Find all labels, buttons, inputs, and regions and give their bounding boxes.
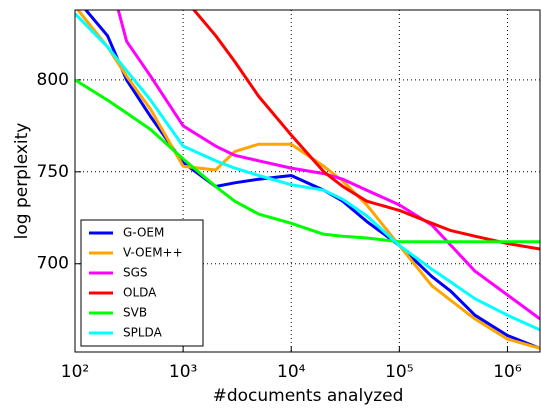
legend-label: SVB bbox=[123, 306, 147, 320]
plot-frame bbox=[74, 9, 541, 353]
legend-label: G-OEM bbox=[123, 226, 164, 240]
y-tick-label: 700 bbox=[37, 254, 69, 274]
series-line bbox=[192, 10, 540, 251]
series-line bbox=[75, 78, 540, 244]
x-tick-label: 10⁵ bbox=[385, 362, 413, 382]
series-line bbox=[83, 10, 540, 350]
x-tick-label: 10⁴ bbox=[277, 362, 306, 382]
x-tick-label: 10³ bbox=[169, 362, 197, 382]
x-axis-label: #documents analyzed bbox=[213, 386, 404, 406]
y-tick-label: 750 bbox=[37, 162, 69, 182]
legend-label: SGS bbox=[123, 266, 148, 280]
y-tick-label: 800 bbox=[37, 70, 69, 90]
legend-label: V-OEM++ bbox=[123, 246, 183, 260]
plot-lines bbox=[75, 10, 540, 350]
x-tick-label: 10⁶ bbox=[493, 362, 522, 382]
legend-box bbox=[80, 219, 204, 347]
series-line bbox=[75, 12, 540, 332]
legend-label: SPLDA bbox=[123, 326, 163, 340]
x-tick-label: 10² bbox=[61, 362, 89, 382]
y-axis-label: log perplexity bbox=[12, 123, 32, 240]
legend-label: OLDA bbox=[123, 286, 157, 300]
